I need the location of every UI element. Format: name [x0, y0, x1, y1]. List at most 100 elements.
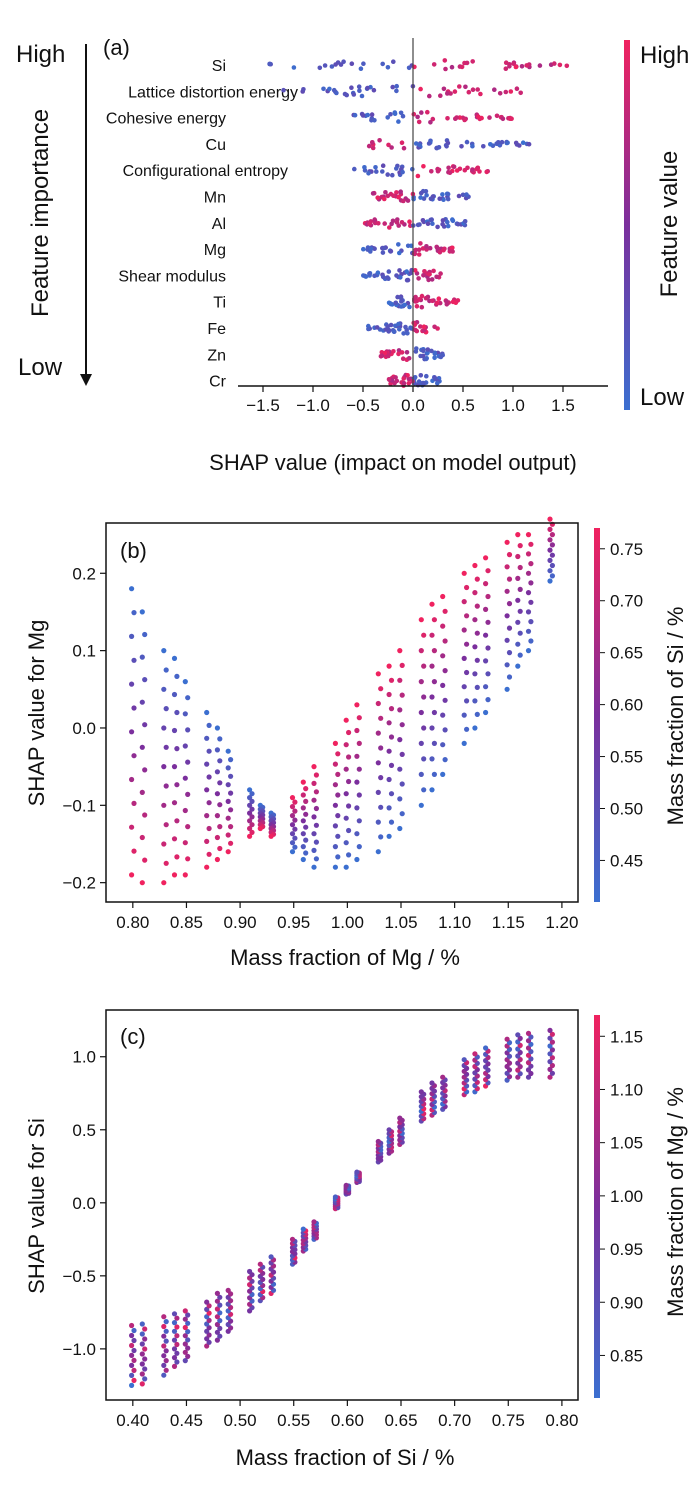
swarm-point [352, 112, 358, 118]
data-point [131, 753, 137, 759]
data-point [185, 727, 191, 733]
data-point [182, 872, 188, 878]
data-point [549, 1047, 556, 1053]
swarm-point [496, 140, 501, 145]
swarm-point [374, 325, 380, 330]
data-point [429, 1080, 435, 1086]
column-x-0.96 [300, 779, 309, 863]
data-point [217, 1302, 223, 1308]
swarm-point [388, 112, 393, 117]
swarm-point [414, 346, 419, 351]
data-point [332, 864, 338, 870]
column-x-1.07 [418, 617, 427, 808]
data-point [311, 847, 317, 854]
y-ticks-c: −1.0 −0.5 0.0 0.5 1.0 [62, 1048, 106, 1359]
data-point [292, 817, 298, 823]
swarm-point [419, 304, 425, 310]
data-point [225, 849, 231, 855]
swarm-point [419, 293, 425, 299]
column-x-0.73 [483, 1045, 491, 1089]
data-point [303, 798, 309, 805]
swarm-point [440, 218, 446, 223]
swarm-point [372, 118, 377, 123]
column-x-0.57 [311, 1219, 319, 1242]
data-point [185, 1329, 191, 1335]
data-point [525, 648, 532, 654]
x-tick-label-a: −1.5 [246, 396, 280, 415]
column-x-0.61 [354, 1169, 362, 1185]
column-x-0.81 [139, 609, 148, 886]
data-point [129, 1352, 135, 1358]
column-x-1.08 [429, 601, 437, 793]
feature-row-cr: Cr [209, 372, 442, 391]
data-point [204, 1336, 210, 1342]
swarm-point [385, 65, 391, 70]
swarm-point [450, 217, 455, 222]
swarm-point [434, 300, 440, 306]
data-point [171, 1337, 178, 1343]
data-point [549, 573, 556, 579]
swarm-point [432, 376, 438, 382]
swarm-point [372, 217, 378, 222]
data-point [483, 1045, 489, 1051]
data-point [343, 742, 349, 748]
swarm-point [397, 250, 402, 256]
swarm-point [394, 83, 400, 89]
data-point [515, 641, 521, 647]
swarm-point [552, 61, 557, 66]
data-point [343, 840, 349, 846]
swarm-point [416, 252, 422, 257]
swarm-point [398, 189, 404, 194]
swarm-point [470, 59, 476, 64]
column-x-0.95 [289, 795, 298, 855]
data-point [214, 1329, 220, 1335]
swarm-point [415, 114, 420, 120]
data-point [174, 709, 180, 716]
swarm-point [317, 65, 323, 71]
swarm-point [442, 246, 447, 252]
swarm-point [391, 349, 396, 354]
data-point [217, 824, 223, 830]
data-point [313, 789, 319, 795]
data-point [440, 1074, 446, 1080]
swarm-point [475, 165, 481, 171]
data-point [515, 575, 521, 582]
data-point [547, 568, 553, 574]
data-point [214, 813, 220, 819]
column-x-0.43 [161, 1314, 169, 1378]
x-tick-label-a: 0.5 [451, 396, 475, 415]
data-point [139, 1341, 145, 1347]
column-x-0.59 [332, 1194, 341, 1212]
swarm-point [418, 86, 423, 92]
data-point [129, 1332, 135, 1339]
x-tick-label-a: 1.5 [551, 396, 575, 415]
swarm-point [428, 120, 433, 125]
feature-row-si: Si [212, 58, 570, 75]
data-point [515, 1032, 521, 1038]
swarm-point [372, 273, 377, 279]
data-point [313, 805, 319, 812]
data-point [139, 744, 145, 750]
data-point [174, 673, 180, 680]
swarm-point [481, 144, 486, 149]
swarm-point [388, 248, 394, 254]
importance-axis-label: Feature importance [27, 109, 54, 317]
swarm-point [397, 268, 402, 273]
data-point [525, 1067, 532, 1073]
data-point [515, 619, 521, 625]
data-point [525, 609, 532, 615]
swarm-point [511, 61, 516, 66]
data-point [474, 711, 480, 718]
data-point [131, 1327, 137, 1334]
data-point [249, 806, 255, 812]
column-x-0.76 [515, 1032, 523, 1080]
data-point [289, 804, 296, 810]
data-point [547, 1051, 553, 1057]
x-axis-ticks-a: −1.5 −1.0 −0.5 0.0 0.5 1.0 1.5 [246, 386, 575, 415]
swarm-point [329, 64, 335, 69]
column-x-0.80 [129, 586, 137, 878]
column-x-0.64 [386, 1127, 395, 1156]
data-point [421, 787, 427, 793]
column-x-0.51 [247, 1268, 255, 1314]
data-point [506, 552, 513, 558]
